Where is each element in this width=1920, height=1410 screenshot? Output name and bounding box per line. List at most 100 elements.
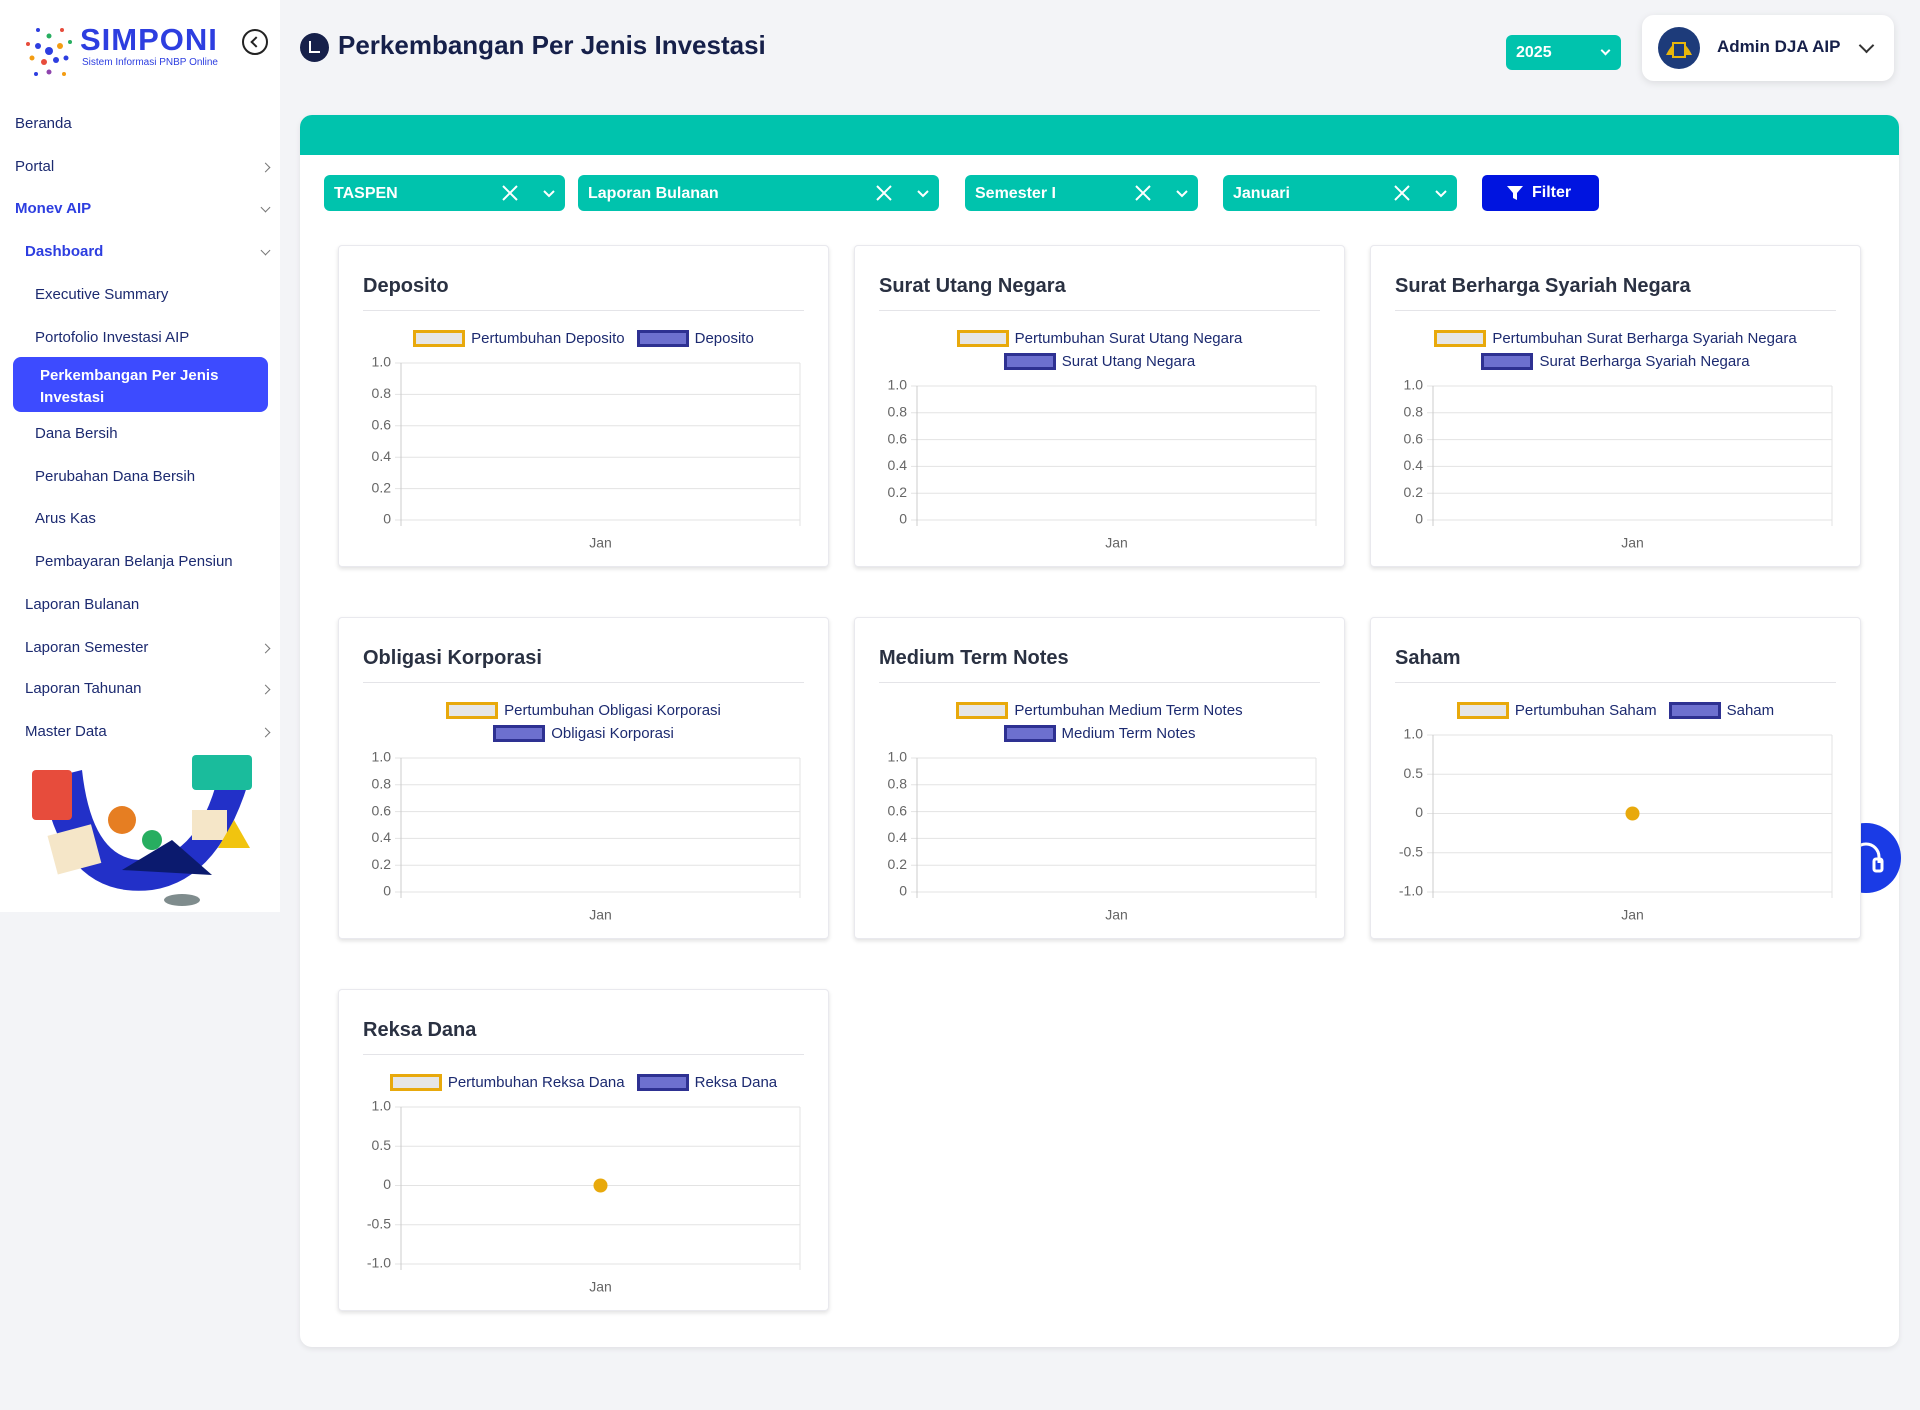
chevron xyxy=(260,202,271,213)
x-tick-label: Jan xyxy=(1621,535,1644,551)
legend-item[interactable]: Reksa Dana xyxy=(636,1074,778,1091)
dropdown-icon xyxy=(1435,190,1447,198)
y-tick-label: 0 xyxy=(1415,804,1423,820)
filter-button-label: Filter xyxy=(1532,184,1572,201)
y-tick-label: -0.5 xyxy=(1399,843,1423,859)
filter-button[interactable]: Filter xyxy=(1482,175,1599,211)
legend-item[interactable]: Pertumbuhan Obligasi Korporasi xyxy=(446,702,721,719)
chart-title: Deposito xyxy=(363,275,449,297)
dropdown-icon xyxy=(917,190,929,198)
user-logo xyxy=(1658,27,1700,69)
legend-swatch xyxy=(956,330,1009,347)
y-tick-label: -1.0 xyxy=(367,1255,391,1271)
menu-item[interactable]: Laporan Semester xyxy=(25,639,149,656)
y-tick-label: 0.6 xyxy=(372,417,392,433)
y-tick-label: 1.0 xyxy=(372,1099,392,1114)
menu-item[interactable]: Laporan Bulanan xyxy=(25,596,140,613)
menu-item[interactable]: Laporan Tahunan xyxy=(25,680,142,697)
chart-title: Surat Berharga Syariah Negara xyxy=(1395,275,1691,297)
chart-card: Obligasi Korporasi Pertumbuhan Obligasi K… xyxy=(338,617,829,939)
year-value: 2025 xyxy=(1516,44,1552,61)
user-menu[interactable]: Admin DJA AIP xyxy=(1642,15,1894,81)
legend-item[interactable]: Surat Utang Negara xyxy=(1003,353,1195,370)
chart-title: Reksa Dana xyxy=(363,1019,477,1041)
chart-title: Medium Term Notes xyxy=(879,647,1069,669)
legend-swatch xyxy=(493,725,546,742)
legend-item[interactable]: Pertumbuhan Deposito xyxy=(413,330,625,347)
y-tick-label: 0.4 xyxy=(1404,457,1424,473)
y-tick-label: 1.0 xyxy=(1404,378,1424,393)
chart: 0 0.2 0.4 0.6 0.8 1.0 Jan xyxy=(888,378,1317,551)
filter-select[interactable]: Semester I xyxy=(965,175,1198,211)
y-tick-label: 0.8 xyxy=(888,404,908,420)
chart-card: Surat Utang Negara Pertumbuhan Surat Utan… xyxy=(854,245,1345,567)
y-tick-label: 0.5 xyxy=(372,1137,392,1153)
legend-swatch xyxy=(446,702,499,719)
legend-item[interactable]: Obligasi Korporasi xyxy=(493,725,674,742)
menu-item[interactable]: Monev AIP xyxy=(15,200,92,217)
collapse-button[interactable] xyxy=(242,29,268,55)
legend-swatch xyxy=(636,330,689,347)
menu-item[interactable]: Dashboard xyxy=(25,243,104,260)
chevron xyxy=(260,245,271,256)
filter-value: Januari xyxy=(1233,185,1290,202)
legend-label: Reksa Dana xyxy=(694,1074,778,1091)
chevron xyxy=(260,727,271,738)
data-point xyxy=(1625,806,1640,821)
menu-item[interactable]: Dana Bersih xyxy=(35,425,118,442)
menu-item[interactable]: Master Data xyxy=(25,723,107,740)
menu-item[interactable]: Arus Kas xyxy=(35,510,96,527)
y-tick-label: -0.5 xyxy=(367,1215,391,1231)
chart-title: Saham xyxy=(1395,647,1461,669)
legend-swatch xyxy=(956,702,1009,719)
y-tick-label: 0.8 xyxy=(1404,404,1424,420)
y-tick-label: 0.8 xyxy=(888,776,908,792)
legend-item[interactable]: Saham xyxy=(1668,702,1775,719)
legend-item[interactable]: Surat Berharga Syariah Negara xyxy=(1481,353,1750,370)
menu-item[interactable]: Portal xyxy=(15,158,55,175)
legend-label: Pertumbuhan Deposito xyxy=(471,330,625,347)
filter-icon xyxy=(1507,186,1523,200)
clear-icon xyxy=(502,185,518,201)
legend-swatch xyxy=(1481,353,1534,370)
legend-item[interactable]: Pertumbuhan Medium Term Notes xyxy=(956,702,1243,719)
legend-item[interactable]: Pertumbuhan Saham xyxy=(1456,702,1657,719)
clear-icon xyxy=(876,185,892,201)
page-icon xyxy=(300,33,329,62)
menu-item[interactable]: Portofolio Investasi AIP xyxy=(35,329,190,346)
year-select[interactable]: 2025 xyxy=(1506,35,1621,70)
clear-icon xyxy=(1135,185,1151,201)
legend-item[interactable]: Pertumbuhan Surat Berharga Syariah Negar… xyxy=(1434,330,1797,347)
legend-label: Saham xyxy=(1726,702,1775,719)
legend-item[interactable]: Pertumbuhan Reksa Dana xyxy=(389,1074,625,1091)
clear-icon xyxy=(1394,185,1410,201)
menu-item[interactable]: Beranda xyxy=(15,115,72,132)
y-tick-label: 0.6 xyxy=(888,802,908,818)
menu-item[interactable]: Perubahan Dana Bersih xyxy=(35,468,196,485)
y-tick-label: 1.0 xyxy=(1404,727,1424,742)
filter-value: TASPEN xyxy=(334,185,398,202)
divider xyxy=(363,310,804,311)
legend-label: Pertumbuhan Saham xyxy=(1514,702,1657,719)
y-tick-label: 0.4 xyxy=(888,457,908,473)
chart-title: Surat Utang Negara xyxy=(879,275,1066,297)
legend-item[interactable]: Medium Term Notes xyxy=(1003,725,1196,742)
chart-card: Deposito Pertumbuhan Deposito Deposito 0 0.2… xyxy=(338,245,829,567)
y-tick-label: 1.0 xyxy=(372,750,392,765)
filter-select[interactable]: TASPEN xyxy=(324,175,565,211)
legend-item[interactable]: Deposito xyxy=(636,330,754,347)
legend-label: Deposito xyxy=(694,330,754,347)
legend-label: Medium Term Notes xyxy=(1061,725,1196,742)
filter-select[interactable]: Laporan Bulanan xyxy=(578,175,939,211)
legend-item[interactable]: Pertumbuhan Surat Utang Negara xyxy=(956,330,1242,347)
menu-item[interactable]: Executive Summary xyxy=(35,286,169,303)
menu-item[interactable]: Pembayaran Belanja Pensiun xyxy=(35,553,233,570)
user-name: Admin DJA AIP xyxy=(1717,37,1841,56)
chevron xyxy=(260,162,271,173)
filter-select[interactable]: Januari xyxy=(1223,175,1457,211)
y-tick-label: 0.2 xyxy=(372,856,392,872)
menu-item-active[interactable]: Perkembangan Per Jenis Investasi xyxy=(13,357,268,412)
y-tick-label: 0.4 xyxy=(372,829,392,845)
